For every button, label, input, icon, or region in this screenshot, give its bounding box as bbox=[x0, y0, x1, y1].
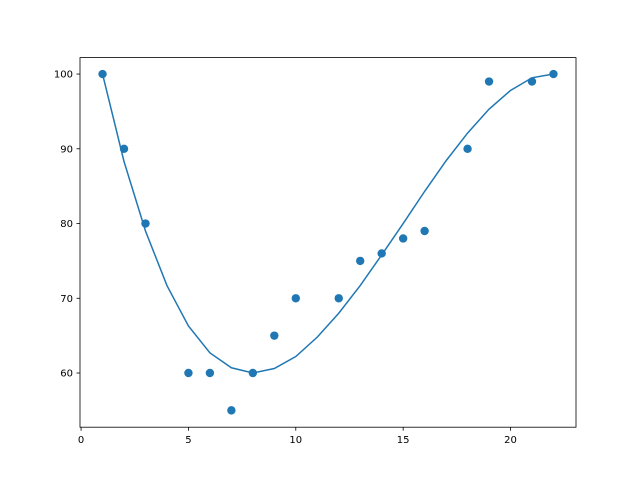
point bbox=[270, 331, 279, 340]
y-tick-label: 90 bbox=[60, 144, 73, 155]
x-tick-label: 15 bbox=[397, 435, 410, 446]
x-tick-label: 10 bbox=[289, 435, 302, 446]
axes-frame bbox=[79, 57, 577, 428]
point bbox=[420, 226, 429, 236]
point bbox=[398, 234, 408, 243]
x-tick-label: 0 bbox=[78, 435, 84, 446]
fit-line bbox=[101, 73, 554, 374]
point bbox=[205, 368, 215, 378]
point bbox=[463, 144, 472, 153]
point bbox=[484, 77, 494, 86]
y-tick-label: 100 bbox=[54, 70, 73, 81]
y-tick-label: 80 bbox=[60, 219, 73, 230]
point bbox=[334, 294, 343, 303]
y-tick-label: 70 bbox=[60, 294, 73, 305]
point bbox=[291, 294, 300, 303]
point bbox=[227, 406, 236, 415]
y-tick-label: 60 bbox=[60, 369, 73, 380]
point bbox=[184, 368, 193, 378]
point bbox=[356, 256, 365, 266]
x-tick-label: 20 bbox=[504, 435, 517, 446]
x-tick-label: 5 bbox=[185, 435, 191, 446]
